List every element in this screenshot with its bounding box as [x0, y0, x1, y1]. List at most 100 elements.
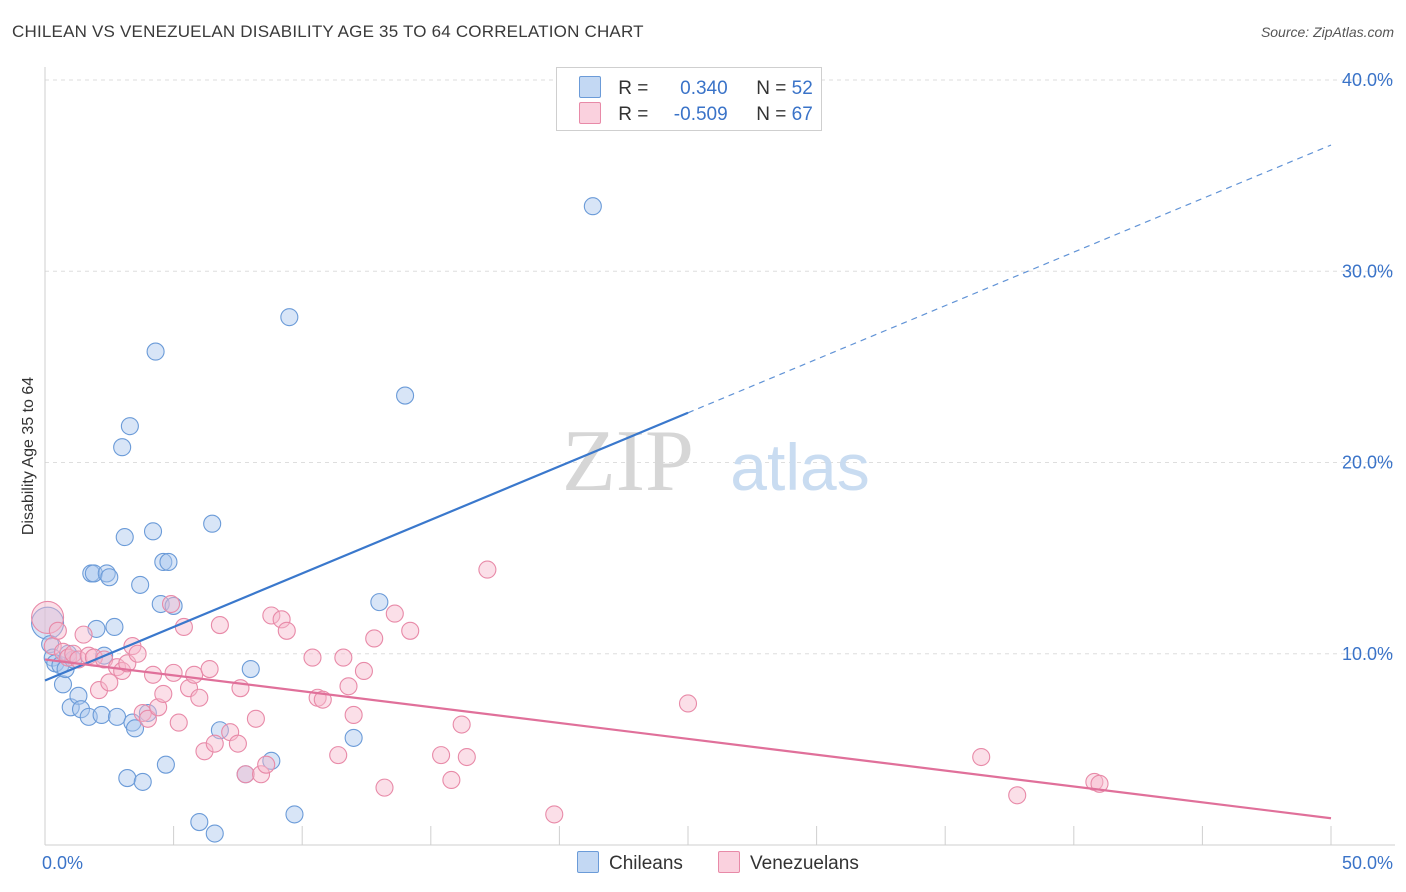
point-venezuelans [385, 604, 404, 623]
point-chileans [92, 705, 111, 725]
legend-n-label: N = [756, 104, 787, 125]
point-chileans [113, 438, 132, 457]
point-venezuelans [442, 770, 461, 790]
point-venezuelans [457, 747, 476, 767]
legend-r-value: -0.509 [673, 104, 728, 125]
point-chileans [105, 617, 124, 637]
point-chileans [120, 417, 139, 436]
point-venezuelans [375, 778, 394, 797]
point-venezuelans [365, 629, 384, 648]
series-swatch-venezuelans [718, 851, 740, 873]
legend-n-value: 52 [791, 78, 813, 99]
legend-r-label: R = [618, 104, 649, 125]
point-venezuelans [169, 713, 188, 732]
point-chileans [84, 564, 103, 583]
watermark-atlas: atlas [730, 430, 869, 504]
legend-r-label: R = [618, 78, 649, 99]
y-tick-label: 10.0% [1342, 644, 1393, 664]
point-venezuelans [195, 742, 214, 761]
grid-lines [45, 79, 1395, 655]
point-venezuelans [128, 644, 147, 663]
point-venezuelans [329, 746, 348, 765]
point-venezuelans [190, 688, 209, 707]
correlation-legend: R = 0.340 N = 52 R = -0.509 N = 67 [556, 67, 822, 131]
series-label-chileans: Chileans [609, 853, 683, 874]
point-chileans [154, 552, 173, 572]
point-venezuelans [185, 665, 204, 684]
point-chileans [280, 308, 299, 327]
point-chileans [156, 755, 175, 774]
point-venezuelans [210, 616, 229, 635]
point-chileans [115, 528, 134, 547]
point-venezuelans [344, 705, 363, 725]
series-legend-venezuelans: Venezuelans [718, 851, 859, 875]
point-chileans [131, 575, 150, 594]
point-chileans [71, 700, 91, 719]
point-venezuelans [246, 709, 265, 728]
watermark: ZIP atlas [562, 413, 870, 510]
point-venezuelans [339, 677, 358, 696]
point-venezuelans [74, 625, 93, 644]
source-label: Source: ZipAtlas.com [1260, 24, 1394, 40]
point-chileans [118, 769, 137, 788]
point-venezuelans [272, 610, 291, 629]
point-venezuelans [478, 560, 497, 579]
point-venezuelans [154, 684, 173, 703]
series-swatch-chileans [577, 851, 599, 873]
tick-labels: 10.0% 20.0% 30.0% 40.0% 0.0% 50.0% [42, 70, 1393, 873]
point-chileans [164, 596, 183, 615]
point-chileans [241, 659, 260, 679]
point-venezuelans [31, 600, 65, 634]
point-venezuelans [1008, 786, 1027, 805]
trend-line-venezuelans [44, 658, 1332, 820]
point-chileans [396, 386, 415, 405]
point-venezuelans [334, 648, 353, 667]
point-venezuelans [251, 765, 271, 784]
series-legend-chileans: Chileans [577, 851, 683, 875]
point-venezuelans [354, 661, 373, 681]
point-venezuelans [200, 659, 219, 679]
point-venezuelans [452, 715, 471, 734]
point-chileans [53, 675, 73, 694]
point-chileans [107, 707, 127, 726]
point-chileans [205, 824, 224, 843]
point-venezuelans [164, 663, 183, 682]
point-venezuelans [432, 746, 451, 765]
point-chileans [125, 719, 145, 738]
point-venezuelans [545, 805, 564, 824]
point-venezuelans [401, 621, 420, 640]
point-venezuelans [236, 765, 255, 784]
trend-lines [44, 144, 1332, 820]
point-chileans [159, 552, 178, 572]
point-venezuelans [277, 621, 296, 640]
point-venezuelans [972, 747, 991, 767]
trend-line-extension-chileans [687, 144, 1332, 414]
legend-n-value: 67 [791, 104, 813, 125]
point-chileans [69, 686, 88, 705]
y-axis-label: Disability Age 35 to 64 [20, 377, 37, 535]
legend-swatch-venezuelans [579, 102, 601, 124]
y-tick-label: 30.0% [1342, 261, 1393, 281]
point-venezuelans [143, 665, 163, 684]
point-venezuelans [89, 681, 109, 700]
point-venezuelans [161, 594, 181, 614]
point-chileans [285, 805, 304, 824]
point-chileans [143, 522, 163, 541]
point-venezuelans [48, 621, 67, 640]
point-venezuelans [257, 755, 276, 774]
point-venezuelans [303, 648, 322, 667]
point-chileans [344, 728, 363, 747]
y-tick-label: 20.0% [1342, 453, 1393, 473]
legend-row-chileans: R = 0.340 N = 52 [579, 76, 813, 100]
y-tick-label: 40.0% [1342, 70, 1393, 90]
point-venezuelans [262, 606, 281, 625]
point-venezuelans [228, 734, 247, 753]
legend-r-value: 0.340 [680, 78, 728, 99]
chart-title: CHILEAN VS VENEZUELAN DISABILITY AGE 35 … [12, 22, 644, 41]
watermark-zip: ZIP [562, 413, 694, 510]
legend-swatch-chileans [579, 76, 601, 98]
scatter-points [31, 197, 1109, 843]
point-venezuelans [205, 734, 224, 753]
trend-line-chileans [44, 411, 689, 682]
